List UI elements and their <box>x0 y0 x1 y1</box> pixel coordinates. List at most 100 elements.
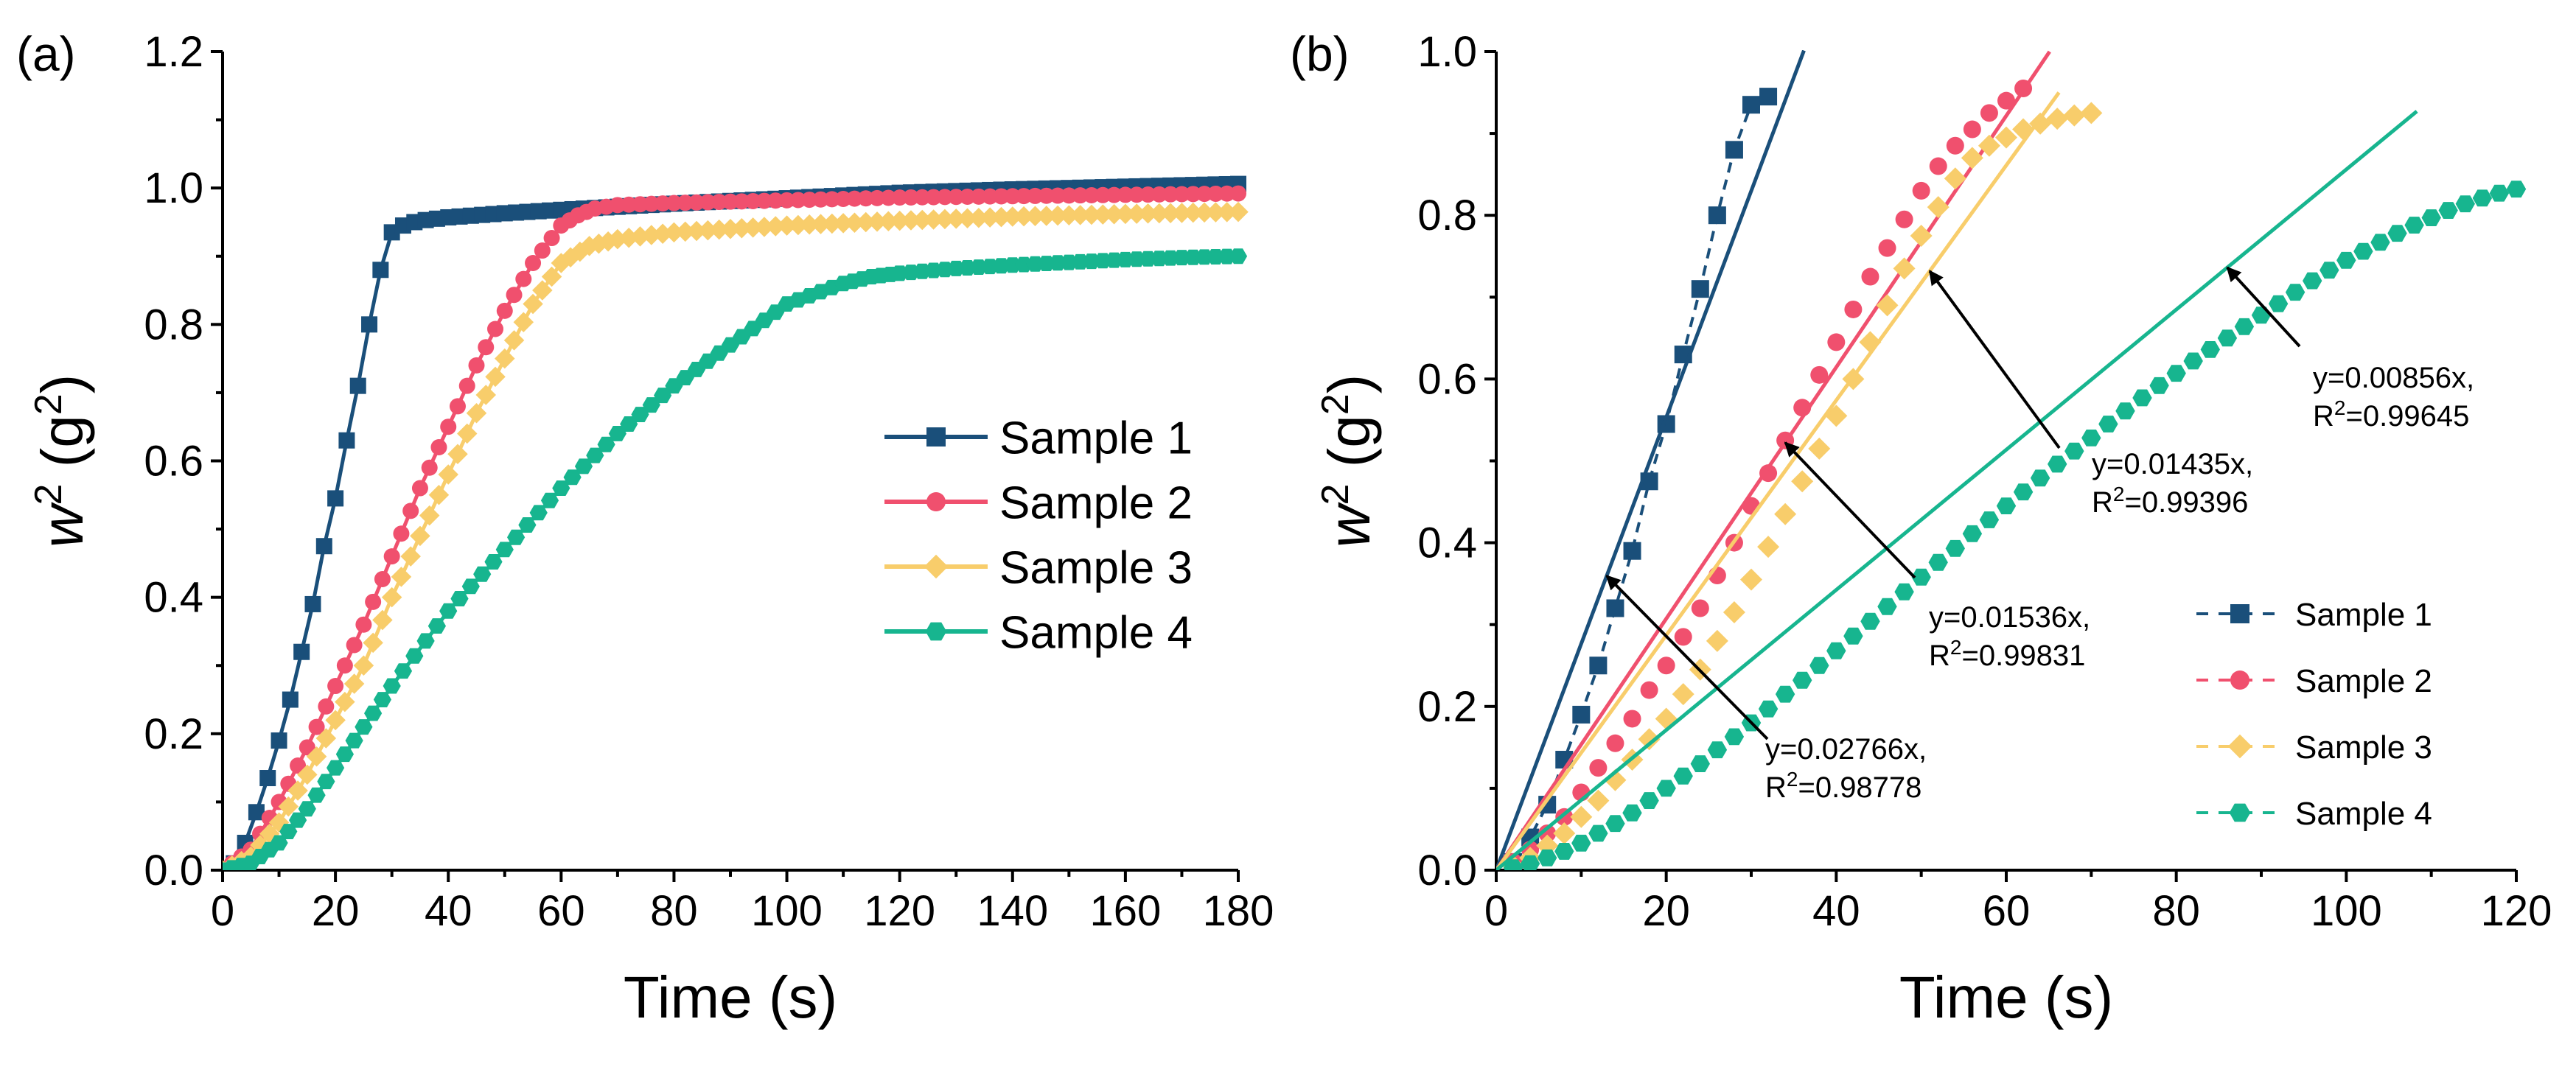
data-point <box>2387 225 2407 242</box>
data-point <box>1708 206 1726 225</box>
x-tick-label: 60 <box>1983 887 2031 935</box>
data-point <box>846 190 863 207</box>
data-point <box>411 480 428 497</box>
x-tick-label: 160 <box>1089 887 1161 935</box>
data-point <box>307 787 326 803</box>
data-point <box>2353 242 2373 260</box>
data-point <box>1228 201 1249 223</box>
data-point <box>1878 239 1896 257</box>
data-point <box>383 678 401 694</box>
data-point <box>2132 389 2152 407</box>
data-point <box>1808 437 1831 460</box>
data-point <box>1775 685 1795 703</box>
data-point <box>475 385 497 405</box>
data-point <box>1725 141 1743 159</box>
data-point <box>372 609 393 631</box>
data-point <box>2115 402 2135 420</box>
data-point <box>855 211 876 233</box>
data-point <box>1061 187 1078 204</box>
y-tick-label: 0.8 <box>144 301 203 349</box>
data-point <box>835 190 852 207</box>
data-point <box>1827 333 1846 351</box>
data-point <box>968 207 989 228</box>
legend: Sample 1 Sample 2 Sample 3 Sample 4 <box>884 413 1193 658</box>
data-point <box>336 657 353 674</box>
data-point <box>822 213 842 234</box>
data-point <box>935 209 955 230</box>
legend-item: Sample 1 <box>884 413 1193 463</box>
y-axis-title: w2 (g2) <box>27 374 95 548</box>
data-point <box>363 632 383 654</box>
data-point <box>1207 185 1224 202</box>
y-tick-label: 0.4 <box>144 574 203 622</box>
panel-label: (b) <box>1290 27 1350 81</box>
data-point <box>710 345 728 361</box>
data-point <box>778 192 795 209</box>
data-point <box>372 262 389 279</box>
data-point <box>513 312 534 332</box>
data-point <box>327 678 344 695</box>
annotation-arrow <box>1784 441 1916 579</box>
data-point <box>400 546 421 567</box>
data-point <box>1171 203 1193 223</box>
data-point <box>298 801 316 817</box>
series-2 <box>223 185 1246 870</box>
data-point <box>1139 186 1156 203</box>
data-point <box>430 438 447 455</box>
data-point <box>506 287 523 304</box>
data-point <box>1606 734 1624 752</box>
data-point <box>346 637 363 654</box>
data-point <box>699 353 717 369</box>
data-point <box>383 548 400 565</box>
data-point <box>1724 728 1745 746</box>
data-point <box>1016 188 1033 205</box>
data-point <box>541 266 562 287</box>
x-tick-label: 100 <box>751 887 823 935</box>
x-tick-label: 0 <box>211 887 234 935</box>
data-point <box>410 525 430 547</box>
y-tick-label: 1.2 <box>144 28 203 76</box>
data-point <box>1758 700 1779 718</box>
data-point <box>733 329 751 345</box>
data-point <box>1793 671 1812 689</box>
x-tick-label: 60 <box>537 887 585 935</box>
data-point <box>440 419 457 435</box>
data-point <box>902 189 919 206</box>
data-point <box>1996 497 2017 514</box>
panel-label: (a) <box>16 27 76 81</box>
data-point <box>532 280 553 301</box>
data-point <box>487 321 504 337</box>
data-point <box>1588 824 1608 842</box>
data-point <box>880 189 897 206</box>
data-point <box>1978 134 2000 157</box>
data-point <box>1537 849 1557 866</box>
data-point <box>733 193 750 210</box>
data-point <box>699 194 716 211</box>
y-tick-label: 1.0 <box>1417 28 1477 76</box>
data-point <box>1638 728 1661 751</box>
data-point <box>1092 204 1114 225</box>
data-point <box>2048 455 2067 473</box>
data-point <box>686 220 707 242</box>
data-point <box>2506 181 2527 198</box>
data-point <box>2268 295 2289 312</box>
data-point <box>688 194 705 211</box>
data-point <box>1946 136 1964 155</box>
data-point <box>993 188 1010 205</box>
data-point <box>597 436 615 452</box>
data-point <box>889 210 910 231</box>
data-point <box>259 770 276 787</box>
data-point <box>1587 789 1610 812</box>
data-point <box>663 222 685 243</box>
x-tick-label: 40 <box>425 887 472 935</box>
data-point <box>315 538 332 555</box>
data-point <box>1690 755 1710 772</box>
data-point <box>2489 184 2510 202</box>
legend-marker <box>924 554 949 579</box>
data-point <box>788 214 809 236</box>
data-point <box>586 447 604 463</box>
x-axis-title: Time (s) <box>1899 964 2113 1030</box>
data-point <box>1895 210 1913 228</box>
data-point <box>2234 318 2255 335</box>
data-point <box>450 591 469 606</box>
